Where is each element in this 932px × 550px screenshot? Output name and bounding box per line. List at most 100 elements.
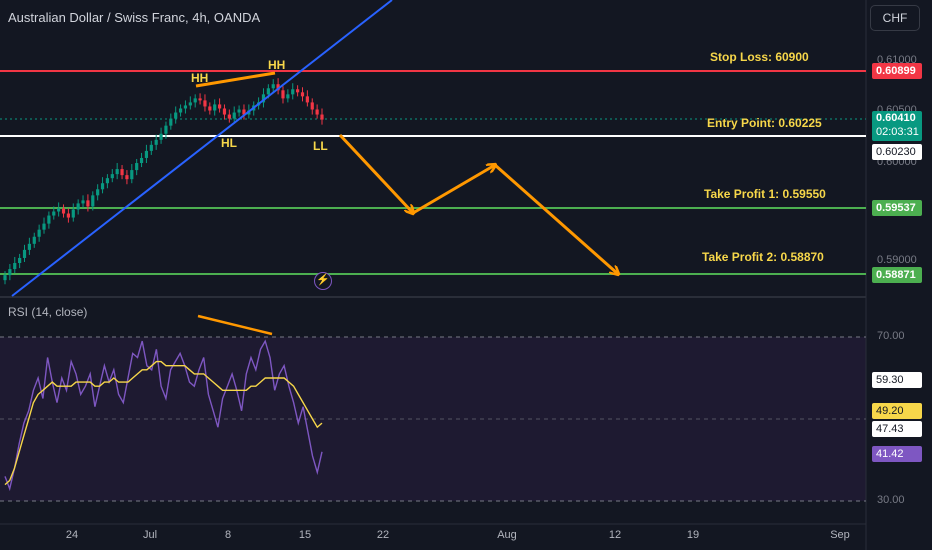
candle-body (37, 229, 41, 237)
hl-label: HL (221, 136, 237, 150)
candle-body (32, 236, 36, 244)
candle-body (8, 269, 12, 276)
rsi-tag-4: 41.42 (872, 446, 922, 462)
rsi-divergence-line[interactable] (197, 314, 273, 336)
candle-body (13, 263, 17, 270)
candle-body (159, 133, 163, 140)
entry-point-label: Entry Point: 0.60225 (707, 116, 822, 130)
last-price-tag: 0.60410 02:03:31 (872, 111, 922, 141)
candle-body (305, 96, 309, 103)
candle-body (144, 150, 149, 158)
candle-body (115, 169, 119, 175)
candle-body (315, 109, 319, 115)
countdown-value: 02:03:31 (876, 126, 919, 138)
candle-body (193, 98, 197, 103)
candle-body (96, 189, 100, 196)
candle-body (188, 102, 192, 106)
time-tick: 15 (298, 529, 312, 541)
candle-body (120, 169, 124, 176)
candle-body (61, 208, 66, 214)
trendline[interactable] (11, 0, 393, 297)
candle-body (198, 98, 202, 101)
price-tick: 0.59000 (877, 254, 917, 266)
candle-body (213, 104, 217, 111)
stop-loss-price-tag: 0.60899 (872, 63, 922, 79)
rsi-line (4, 339, 323, 492)
tp1-price-tag: 0.59537 (872, 200, 922, 216)
time-tick: Aug (497, 529, 517, 541)
time-tick: 24 (65, 529, 79, 541)
candle-body (183, 105, 188, 109)
candle-body (18, 257, 22, 264)
time-tick: 8 (224, 529, 232, 541)
last-price-value: 0.60410 (876, 112, 916, 124)
candle-body (27, 243, 31, 250)
entry-price-tag: 0.60230 (872, 144, 922, 160)
main-pane-bg (0, 0, 866, 296)
currency-button[interactable]: CHF (870, 5, 920, 31)
rsi-tag-1: 59.30 (872, 372, 922, 388)
time-tick: 19 (686, 529, 700, 541)
candle-body (105, 178, 110, 184)
candles-group (3, 78, 324, 285)
candle-body (222, 108, 227, 115)
candle-body (232, 112, 236, 119)
candle-body (276, 84, 280, 91)
candle-body (203, 100, 207, 107)
candle-body (208, 106, 212, 111)
candle-body (71, 209, 75, 218)
candle-body (91, 195, 95, 207)
candle-body (130, 170, 134, 180)
ll-label: LL (313, 139, 328, 153)
candle-body (237, 109, 241, 113)
bolt-icon[interactable]: ⚡ (314, 272, 332, 290)
stop-loss-label: Stop Loss: 60900 (710, 50, 809, 64)
time-tick: Jul (142, 529, 158, 541)
candle-body (286, 94, 290, 99)
projection-arrow-2[interactable] (412, 165, 495, 215)
candle-body (110, 174, 114, 179)
rsi-tag-3: 47.43 (872, 421, 922, 437)
price-divergence-line[interactable] (195, 71, 276, 88)
time-tick: Sep (830, 529, 850, 541)
candle-body (169, 118, 173, 126)
candle-body (100, 183, 105, 190)
candle-body (310, 102, 314, 110)
candle-body (320, 114, 324, 120)
take-profit-1-label: Take Profit 1: 0.59550 (704, 187, 826, 201)
candle-body (52, 211, 56, 216)
candle-body (242, 109, 246, 115)
candle-body (42, 223, 46, 230)
candle-body (300, 92, 305, 97)
time-tick: 12 (608, 529, 622, 541)
time-tick: 22 (376, 529, 390, 541)
candle-body (125, 175, 129, 180)
rsi-title[interactable]: RSI (14, close) (8, 305, 88, 319)
projection-arrow-3[interactable] (494, 163, 618, 274)
rsi-tick-70: 70.00 (877, 330, 905, 342)
candle-body (22, 249, 27, 258)
candle-body (164, 125, 168, 134)
candle-body (281, 90, 285, 99)
rsi-tag-2: 49.20 (872, 403, 922, 419)
candle-body (296, 89, 300, 93)
chart-title: Australian Dollar / Swiss Franc, 4h, OAN… (8, 10, 261, 25)
hh-label-1: HH (191, 71, 209, 85)
candle-body (261, 94, 266, 103)
candle-body (271, 84, 275, 89)
candle-body (47, 215, 51, 224)
candle-body (139, 157, 144, 164)
candle-body (217, 104, 222, 109)
candle-body (135, 163, 139, 171)
candle-body (3, 275, 7, 281)
candle-body (57, 208, 61, 212)
candle-body (178, 108, 183, 113)
candle-body (149, 144, 153, 151)
projection-arrow-1[interactable] (338, 133, 413, 213)
rsi-tick-30: 30.00 (877, 494, 905, 506)
candle-body (227, 114, 231, 119)
candle-body (174, 112, 178, 119)
candle-body (76, 203, 80, 210)
hh-label-2: HH (268, 58, 286, 72)
